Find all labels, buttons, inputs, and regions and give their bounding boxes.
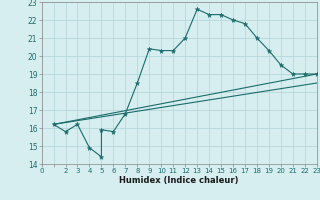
X-axis label: Humidex (Indice chaleur): Humidex (Indice chaleur) <box>119 176 239 185</box>
